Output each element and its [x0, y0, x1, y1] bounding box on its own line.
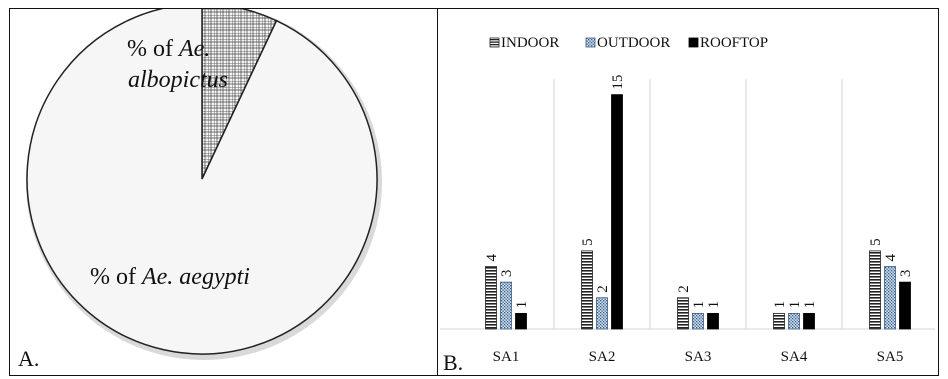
- legend-label-outdoor: OUTDOOR: [597, 35, 670, 51]
- legend-label-rooftop: ROOFTOP: [700, 35, 768, 51]
- data-label-sa3-indoor: 2: [676, 285, 692, 293]
- data-label-sa1-outdoor: 3: [499, 270, 515, 278]
- category-label-sa3: SA3: [685, 349, 712, 365]
- panel-a: % of Ae. albopictus % of Ae. aegypti A.: [9, 3, 438, 376]
- bar-sa5-outdoor: [884, 266, 896, 330]
- category-label-sa2: SA2: [589, 349, 616, 365]
- bar-sa2-indoor: [581, 250, 593, 330]
- legend-swatch-outdoor: [585, 37, 596, 48]
- data-label-sa4-rooftop: 1: [802, 301, 818, 309]
- bar-sa2-outdoor: [596, 297, 608, 330]
- data-label-sa5-outdoor: 4: [883, 254, 899, 262]
- bar-sa3-outdoor: [692, 312, 704, 330]
- pie-label-aegypti: % of Ae. aegypti: [90, 264, 250, 290]
- bar-sa1-indoor: [485, 266, 497, 330]
- data-label-sa3-rooftop: 1: [706, 301, 722, 309]
- bar-sa4-outdoor: [788, 312, 800, 330]
- pie-slice-ae-aegypti: [26, 3, 378, 355]
- pie-label-albopictus: % of Ae.: [127, 36, 210, 62]
- panel-a-letter: A.: [18, 346, 40, 371]
- pie-label-albopictus-line2: albopictus: [128, 67, 228, 93]
- data-label-sa2-outdoor: 2: [595, 285, 611, 293]
- panel-b-letter: B.: [443, 350, 464, 375]
- data-label-sa3-outdoor: 1: [691, 301, 707, 309]
- bar-sa4-rooftop: [803, 312, 815, 330]
- category-label-sa4: SA4: [781, 349, 808, 365]
- bar-sa5-rooftop: [899, 281, 911, 330]
- data-label-sa1-indoor: 4: [484, 254, 500, 262]
- data-label-sa2-rooftop: 15: [610, 75, 626, 90]
- data-label-sa5-indoor: 5: [868, 238, 884, 246]
- data-label-sa1-rooftop: 1: [514, 301, 530, 309]
- data-label-sa5-rooftop: 3: [898, 270, 914, 278]
- bar-sa3-indoor: [677, 297, 689, 330]
- pie-chart: % of Ae. albopictus % of Ae. aegypti: [26, 3, 382, 360]
- category-label-sa1: SA1: [493, 349, 520, 365]
- bar-sa1-outdoor: [500, 281, 512, 330]
- bar-sa3-rooftop: [707, 312, 719, 330]
- legend-swatch-indoor: [489, 37, 500, 48]
- bar-sa5-indoor: [869, 250, 881, 330]
- bar-sa2-rooftop: [611, 94, 623, 330]
- bar-sa1-rooftop: [515, 312, 527, 330]
- legend-swatch-rooftop: [688, 37, 699, 48]
- panel-b: INDOOR OUTDOOR ROOFTOP 4 3 1 5 2 15 2 1 1 1 1 1 5 4 3 SA…: [437, 8, 939, 376]
- data-label-sa4-indoor: 1: [772, 301, 788, 309]
- data-label-sa4-outdoor: 1: [787, 301, 803, 309]
- data-label-sa2-indoor: 5: [580, 238, 596, 246]
- legend-label-indoor: INDOOR: [501, 35, 559, 51]
- bar-sa4-indoor: [773, 312, 785, 330]
- category-label-sa5: SA5: [877, 349, 904, 365]
